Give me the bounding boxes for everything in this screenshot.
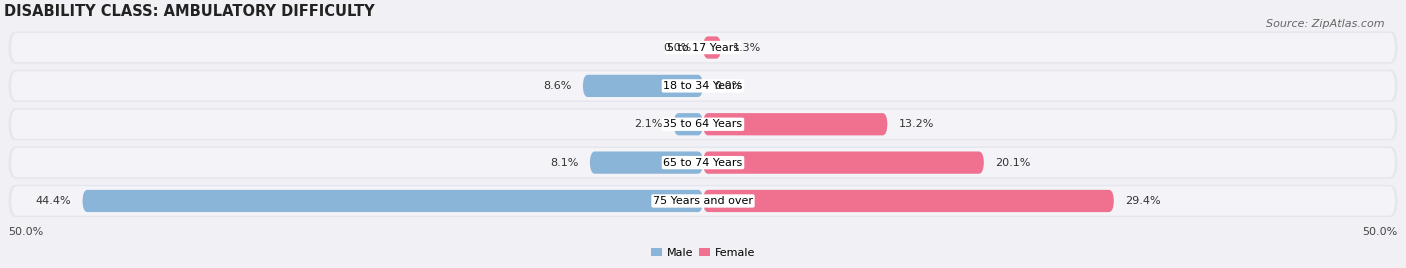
FancyBboxPatch shape — [11, 71, 1395, 100]
Text: 50.0%: 50.0% — [8, 227, 44, 237]
FancyBboxPatch shape — [703, 36, 721, 59]
Text: 2.1%: 2.1% — [634, 119, 662, 129]
FancyBboxPatch shape — [11, 110, 1395, 139]
FancyBboxPatch shape — [8, 31, 1398, 64]
FancyBboxPatch shape — [8, 147, 1398, 179]
FancyBboxPatch shape — [8, 185, 1398, 217]
Text: 0.0%: 0.0% — [664, 43, 692, 53]
Text: Source: ZipAtlas.com: Source: ZipAtlas.com — [1267, 19, 1385, 29]
Text: DISABILITY CLASS: AMBULATORY DIFFICULTY: DISABILITY CLASS: AMBULATORY DIFFICULTY — [4, 4, 375, 19]
FancyBboxPatch shape — [703, 190, 1114, 212]
Legend: Male, Female: Male, Female — [647, 243, 759, 262]
Text: 29.4%: 29.4% — [1125, 196, 1161, 206]
FancyBboxPatch shape — [703, 113, 887, 135]
Text: 18 to 34 Years: 18 to 34 Years — [664, 81, 742, 91]
Text: 13.2%: 13.2% — [898, 119, 934, 129]
Text: 8.1%: 8.1% — [550, 158, 579, 168]
Text: 20.1%: 20.1% — [995, 158, 1031, 168]
Text: 35 to 64 Years: 35 to 64 Years — [664, 119, 742, 129]
FancyBboxPatch shape — [8, 108, 1398, 140]
FancyBboxPatch shape — [589, 151, 703, 174]
FancyBboxPatch shape — [83, 190, 703, 212]
Text: 8.6%: 8.6% — [543, 81, 572, 91]
FancyBboxPatch shape — [583, 75, 703, 97]
Text: 1.3%: 1.3% — [733, 43, 761, 53]
FancyBboxPatch shape — [8, 70, 1398, 102]
Text: 50.0%: 50.0% — [1362, 227, 1398, 237]
Text: 75 Years and over: 75 Years and over — [652, 196, 754, 206]
FancyBboxPatch shape — [703, 151, 984, 174]
FancyBboxPatch shape — [673, 113, 703, 135]
Text: 44.4%: 44.4% — [35, 196, 72, 206]
FancyBboxPatch shape — [11, 186, 1395, 215]
FancyBboxPatch shape — [11, 33, 1395, 62]
Text: 5 to 17 Years: 5 to 17 Years — [666, 43, 740, 53]
FancyBboxPatch shape — [11, 148, 1395, 177]
Text: 65 to 74 Years: 65 to 74 Years — [664, 158, 742, 168]
Text: 0.0%: 0.0% — [714, 81, 742, 91]
